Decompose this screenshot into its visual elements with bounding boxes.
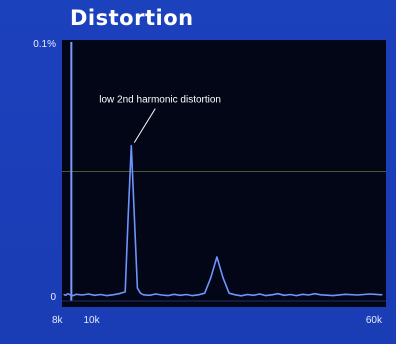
- y-tick-label: 0.1%: [33, 39, 56, 50]
- series-point: [94, 294, 96, 296]
- x-tick-label: 10k: [83, 315, 100, 326]
- series-point: [381, 294, 383, 296]
- annotation-leader-line: [133, 108, 156, 143]
- series-point: [155, 293, 157, 295]
- series-point: [149, 294, 151, 296]
- series-point: [283, 294, 285, 296]
- series-point: [63, 293, 65, 296]
- series-layer: [63, 144, 383, 297]
- series-point: [332, 295, 334, 297]
- series-point: [271, 294, 273, 296]
- series-point: [65, 294, 67, 296]
- annotation-layer: low 2nd harmonic distortion: [99, 95, 221, 143]
- series-point: [185, 293, 187, 296]
- series-point: [265, 295, 267, 297]
- grid-layer: [62, 42, 386, 302]
- series-point: [216, 256, 218, 258]
- series-point: [320, 294, 322, 296]
- series-point: [356, 294, 359, 296]
- series-point: [133, 214, 135, 217]
- series-point: [222, 277, 224, 279]
- plot-area: [62, 40, 386, 307]
- chart-title: Distortion: [70, 6, 194, 30]
- series-point: [81, 294, 83, 296]
- series-point: [301, 293, 304, 295]
- series-point: [142, 294, 145, 296]
- series-point: [289, 293, 291, 296]
- x-tick-label: 60k: [366, 315, 383, 326]
- series-point: [240, 295, 242, 297]
- y-tick-label: 0: [50, 292, 56, 303]
- series-point: [124, 291, 126, 293]
- series-point: [136, 287, 138, 289]
- series-point: [173, 293, 175, 295]
- series-point: [106, 295, 108, 297]
- series-point: [210, 277, 212, 279]
- series-point: [246, 293, 249, 296]
- series-point: [130, 145, 132, 147]
- series-point: [161, 294, 163, 296]
- series-point: [67, 293, 69, 295]
- series-point: [167, 295, 169, 297]
- series-point: [308, 294, 310, 296]
- series-line-0: [63, 144, 383, 297]
- series-point: [295, 295, 297, 297]
- tick-layer: 0.1% 0 8k 10k 60k: [33, 39, 383, 326]
- series-point: [75, 293, 77, 295]
- series-point: [204, 292, 206, 294]
- series-point: [234, 294, 236, 296]
- series-point: [259, 293, 261, 295]
- series-point: [127, 214, 129, 217]
- series-point: [179, 294, 181, 296]
- series-point: [87, 293, 90, 295]
- series-point: [112, 294, 114, 296]
- series-point: [191, 295, 193, 297]
- series-point: [118, 293, 120, 295]
- series-point: [253, 294, 255, 296]
- series-point: [314, 293, 316, 295]
- annotation-label: low 2nd harmonic distortion: [99, 95, 221, 106]
- series-point: [139, 292, 141, 294]
- series-point: [100, 293, 102, 296]
- series-point: [72, 295, 74, 297]
- series-point: [369, 293, 371, 295]
- series-point: [197, 294, 200, 296]
- series-point: [344, 293, 346, 295]
- series-point: [277, 293, 279, 295]
- x-tick-label: 8k: [52, 315, 64, 326]
- series-point: [228, 292, 230, 294]
- series-point: [69, 294, 71, 296]
